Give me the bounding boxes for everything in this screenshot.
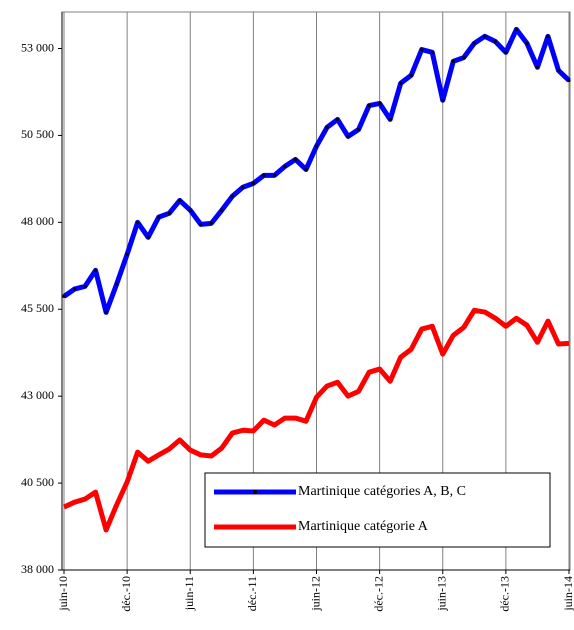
point	[556, 68, 561, 73]
legend-label: Martinique catégorie A	[298, 519, 429, 534]
point	[483, 34, 487, 38]
x-tick-label: juin-14	[561, 576, 574, 612]
point	[146, 235, 150, 239]
series-line	[62, 307, 570, 533]
point	[304, 167, 308, 172]
point	[451, 59, 455, 63]
point	[72, 287, 77, 291]
point	[136, 220, 140, 224]
point	[462, 55, 466, 60]
x-tick-label: juin-13	[435, 576, 449, 612]
point	[230, 194, 234, 198]
point	[199, 222, 203, 227]
y-tick-label: 38 000	[21, 562, 54, 576]
point	[441, 98, 445, 102]
point	[209, 221, 213, 225]
point	[493, 39, 497, 44]
legend-marker	[253, 490, 257, 494]
point	[115, 282, 119, 286]
y-tick-label: 53 000	[21, 40, 54, 54]
point	[367, 103, 371, 108]
point	[167, 211, 171, 215]
point	[325, 125, 329, 130]
point	[272, 173, 277, 178]
point	[399, 81, 403, 85]
point	[567, 78, 571, 83]
point	[314, 144, 319, 148]
legend-box	[204, 472, 551, 548]
y-tick-label: 43 000	[21, 388, 54, 402]
point	[472, 41, 476, 45]
legend-label: Martinique catégories A, B, C	[298, 484, 466, 499]
x-tick-label: juin-11	[182, 576, 196, 611]
point	[220, 208, 224, 212]
point	[125, 252, 129, 256]
point	[104, 310, 108, 314]
x-tick-label: déc.-12	[371, 576, 385, 612]
point	[546, 34, 550, 38]
point	[409, 73, 413, 77]
y-tick-label: 48 000	[21, 214, 54, 228]
point	[525, 41, 529, 45]
x-tick-label: juin-10	[56, 576, 70, 612]
x-tick-label: déc.-10	[119, 576, 133, 612]
point	[178, 198, 182, 203]
point	[335, 117, 340, 122]
point	[356, 127, 361, 132]
point	[346, 134, 350, 139]
x-tick-label: déc.-13	[498, 576, 512, 612]
y-tick-label: 50 500	[21, 127, 54, 141]
point	[241, 185, 245, 189]
y-tick-label: 40 500	[21, 475, 54, 489]
point	[188, 208, 192, 212]
x-tick-label: juin-12	[308, 576, 322, 612]
point	[83, 284, 87, 288]
point	[62, 294, 66, 298]
y-tick-label: 45 500	[21, 301, 54, 315]
legend: Martinique catégories A, B, C Martinique …	[204, 472, 551, 548]
point	[262, 173, 266, 178]
point	[283, 164, 287, 168]
point	[157, 215, 161, 219]
point	[293, 157, 298, 162]
x-tick-label: déc.-11	[245, 576, 259, 611]
point	[251, 181, 255, 185]
point	[420, 47, 424, 52]
point	[504, 50, 508, 54]
point	[388, 117, 392, 122]
point	[535, 65, 540, 69]
point	[378, 101, 382, 106]
point	[430, 50, 434, 54]
point	[93, 268, 98, 272]
point	[514, 27, 518, 31]
